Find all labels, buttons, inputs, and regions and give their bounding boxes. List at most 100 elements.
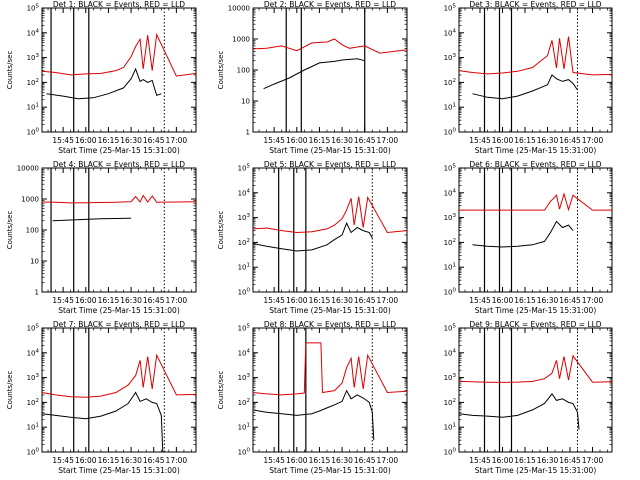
x-axis-label: Start Time (25-Mar-15 15:31:00) — [58, 306, 180, 315]
x-tick-label: 16:30 — [120, 456, 142, 465]
y-axis-label: Counts/sec — [6, 211, 14, 250]
y-tick-label: 103 — [444, 373, 457, 382]
y-tick-label: 100 — [26, 227, 39, 235]
chart-title: Det 2: BLACK = Events, RED = LLD — [264, 0, 396, 9]
plot-frame — [41, 167, 197, 293]
x-tick-label: 15:45 — [263, 456, 285, 465]
events-series-line — [52, 217, 132, 222]
plot-frame — [458, 7, 613, 133]
lld-series-line — [41, 32, 197, 77]
y-tick-label: 103 — [27, 53, 40, 62]
y-tick-label: 105 — [444, 4, 457, 13]
y-tick-label: 10000 — [228, 5, 250, 13]
y-axis-label: Counts/sec — [217, 211, 225, 250]
plot-frame — [41, 7, 197, 133]
lld-series-line — [252, 195, 408, 234]
y-tick-label: 102 — [238, 238, 250, 247]
x-tick-label: 15:45 — [469, 136, 491, 145]
y-tick-label: 1 — [246, 129, 250, 137]
chart-title: Det 6: BLACK = Events, RED = LLD — [469, 160, 601, 169]
y-tick-label: 105 — [238, 164, 251, 173]
y-tick-label: 103 — [27, 373, 40, 382]
x-tick-label: 16:45 — [143, 136, 165, 145]
x-axis-label: Start Time (25-Mar-15 15:31:00) — [58, 146, 180, 155]
y-tick-label: 101 — [444, 103, 456, 112]
events-series-line — [263, 58, 365, 90]
events-series-line — [252, 389, 375, 441]
y-tick-label: 103 — [238, 213, 251, 222]
chart-title: Det 7: BLACK = Events, RED = LLD — [53, 320, 185, 329]
x-tick-label: 16:15 — [309, 296, 331, 305]
chart-title: Det 1: BLACK = Events, RED = LLD — [53, 0, 185, 9]
x-tick-label: 17:00 — [377, 456, 399, 465]
y-axis-label: Counts/sec — [6, 51, 14, 90]
chart-panel-3: 100 101 102 103 104 105 15:45 16:00 16:15 16:30 16… — [444, 0, 613, 155]
y-tick-label: 104 — [444, 188, 457, 197]
x-tick-label: 15:45 — [469, 296, 491, 305]
lld-series-line — [252, 342, 408, 396]
x-tick-label: 16:15 — [309, 136, 331, 145]
lld-series-line — [41, 194, 197, 204]
y-tick-label: 10 — [30, 258, 39, 266]
chart-panel-5: 100 101 102 103 104 105 15:45 16:00 16:15 16:30 16… — [217, 160, 408, 315]
y-tick-label: 100 — [444, 128, 457, 137]
y-axis-label: Counts/sec — [217, 371, 225, 410]
events-series-line — [472, 74, 578, 100]
y-axis-label: Counts/sec — [6, 371, 14, 410]
plot-frame — [252, 7, 408, 133]
x-tick-label: 16:00 — [286, 136, 308, 145]
x-tick-label: 16:15 — [514, 456, 536, 465]
lld-series-line — [252, 38, 408, 54]
x-tick-label: 17:00 — [377, 136, 399, 145]
chart-title: Det 5: BLACK = Events, RED = LLD — [264, 160, 396, 169]
lld-series-line — [459, 192, 612, 212]
x-axis-label: Start Time (25-Mar-15 15:31:00) — [269, 466, 391, 475]
x-tick-label: 17:00 — [166, 296, 188, 305]
chart-panel-7: 100 101 102 103 104 105 15:45 16:00 16:15 16:30 16… — [6, 320, 197, 475]
x-tick-label: 16:30 — [537, 296, 559, 305]
y-tick-label: 103 — [444, 53, 457, 62]
x-tick-label: 16:15 — [98, 136, 120, 145]
y-tick-label: 10000 — [17, 165, 39, 173]
y-tick-label: 100 — [238, 288, 251, 297]
y-tick-label: 102 — [27, 398, 39, 407]
y-tick-label: 104 — [444, 348, 457, 357]
x-tick-label: 16:45 — [143, 296, 165, 305]
x-tick-label: 16:45 — [559, 136, 581, 145]
y-tick-label: 1000 — [232, 36, 250, 44]
y-tick-label: 105 — [444, 324, 457, 333]
x-tick-label: 16:45 — [143, 456, 165, 465]
y-tick-label: 102 — [444, 78, 456, 87]
plot-frame — [458, 327, 613, 453]
x-tick-label: 17:00 — [582, 296, 604, 305]
chart-panel-1: 100 101 102 103 104 105 15:45 16:00 16:15 16:30 16… — [6, 0, 197, 155]
x-tick-label: 15:45 — [263, 296, 285, 305]
x-axis-label: Start Time (25-Mar-15 15:31:00) — [58, 466, 180, 475]
y-tick-label: 102 — [444, 398, 456, 407]
x-tick-label: 16:30 — [120, 136, 142, 145]
chart-panel-4: 1 10 100 1000 10000 15:45 16:00 16:15 16:30 16:45… — [6, 160, 197, 315]
chart-panel-2: 1 10 100 1000 10000 15:45 16:00 16:15 16:30 16:45… — [217, 0, 408, 155]
x-tick-label: 16:00 — [75, 136, 97, 145]
x-axis-label: Start Time (25-Mar-15 15:31:00) — [475, 306, 597, 315]
y-tick-label: 100 — [27, 448, 40, 457]
x-tick-label: 16:00 — [286, 456, 308, 465]
x-tick-label: 16:00 — [75, 296, 97, 305]
chart-title: Det 9: BLACK = Events, RED = LLD — [469, 320, 601, 329]
y-tick-label: 104 — [238, 348, 251, 357]
y-tick-label: 1000 — [21, 196, 39, 204]
x-tick-label: 16:45 — [559, 456, 581, 465]
y-tick-label: 100 — [444, 448, 457, 457]
y-tick-label: 100 — [238, 448, 251, 457]
y-axis-label: Counts/sec — [217, 51, 225, 90]
x-tick-label: 16:45 — [354, 296, 376, 305]
x-tick-label: 15:45 — [52, 456, 74, 465]
chart-title: Det 4: BLACK = Events, RED = LLD — [53, 160, 185, 169]
y-tick-label: 101 — [444, 423, 456, 432]
y-tick-label: 101 — [444, 263, 456, 272]
y-tick-label: 104 — [238, 188, 251, 197]
y-tick-label: 104 — [27, 348, 40, 357]
y-tick-label: 101 — [238, 263, 250, 272]
x-tick-label: 16:30 — [331, 136, 353, 145]
